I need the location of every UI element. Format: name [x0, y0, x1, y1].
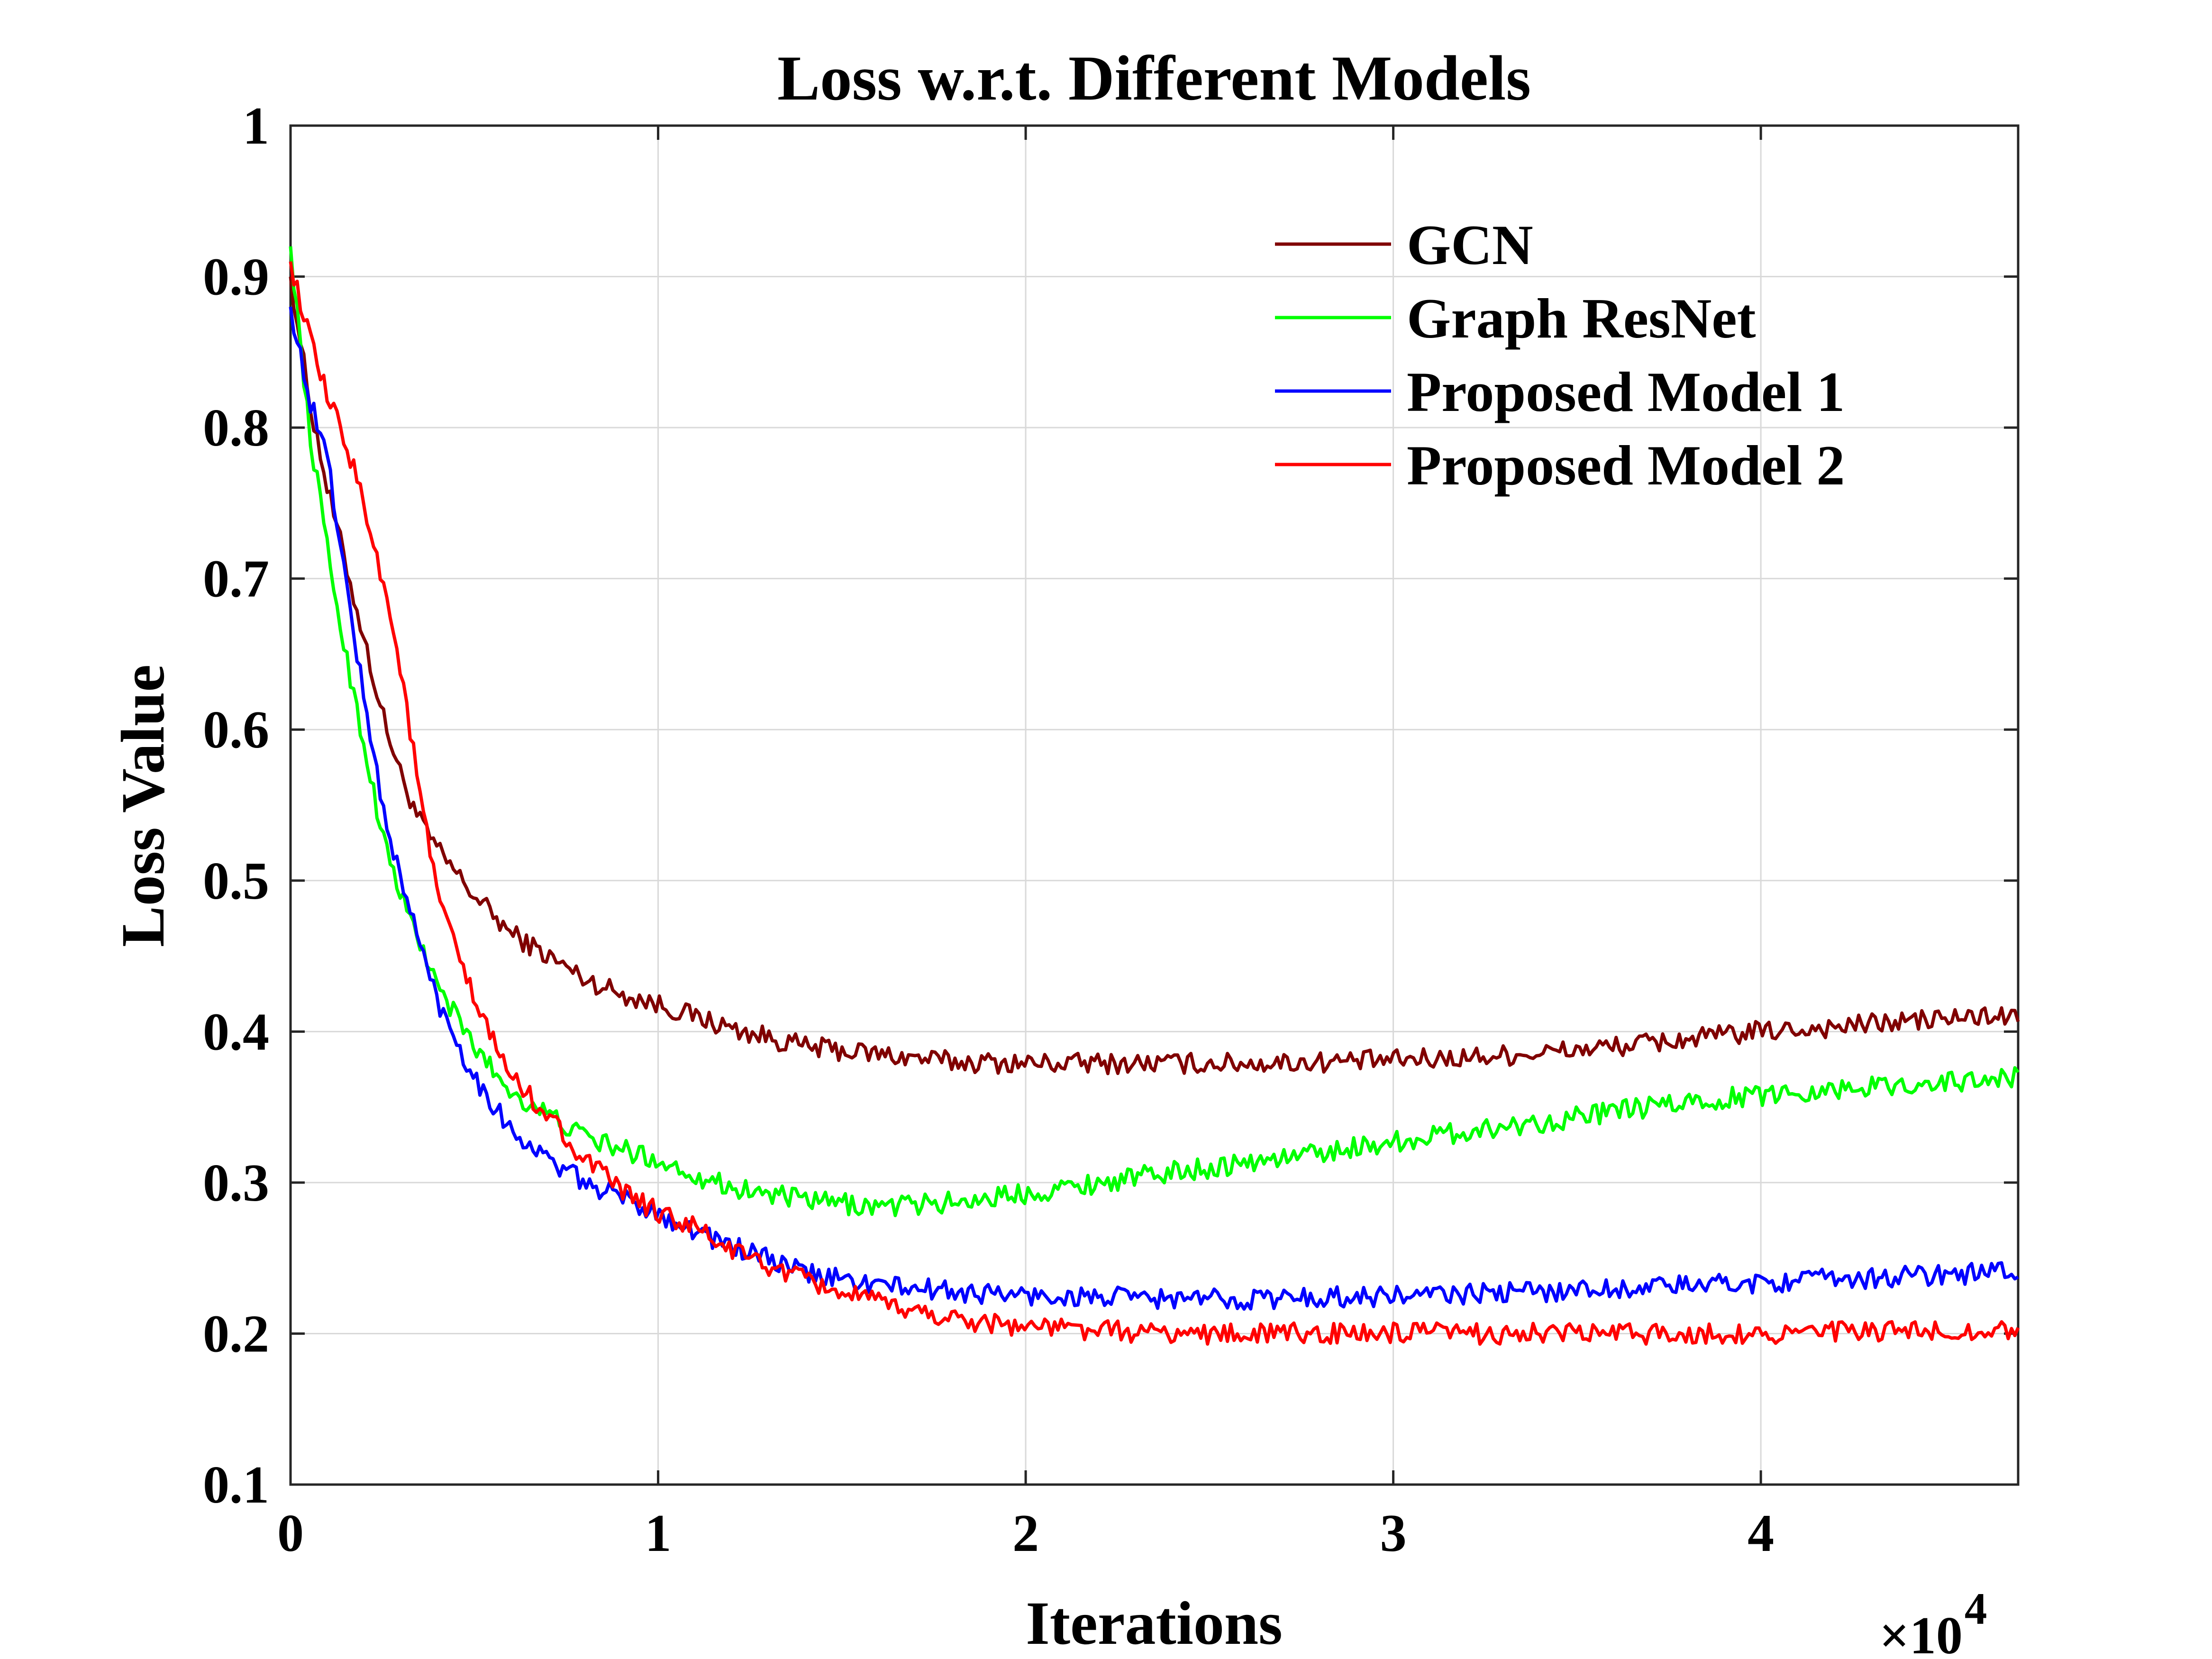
x-exponent-power: 4 — [1965, 1584, 1987, 1634]
legend: GCN Graph ResNet Proposed Model 1 Proposed … — [1275, 213, 1845, 497]
x-tick-label: 2 — [1012, 1504, 1039, 1563]
y-axis-label: Loss Value — [109, 665, 177, 947]
x-tick-labels: 0 1 2 3 4 — [277, 1504, 1774, 1563]
y-tick-label: 0.2 — [203, 1304, 269, 1363]
x-tick-label: 3 — [1380, 1504, 1407, 1563]
legend-label-gcn: GCN — [1407, 213, 1533, 276]
legend-label-proposed-model-2: Proposed Model 2 — [1407, 434, 1845, 497]
y-tick-label: 0.8 — [203, 399, 269, 457]
legend-label-graph-resnet: Graph ResNet — [1407, 287, 1756, 350]
y-tick-label: 0.3 — [203, 1154, 269, 1212]
plot-frame — [289, 124, 2020, 1486]
y-tick-label: 1 — [243, 97, 269, 155]
grid — [290, 125, 2018, 1486]
y-tick-label: 0.6 — [203, 701, 269, 759]
series-line-gcn — [289, 276, 2020, 1076]
x-tick-label: 0 — [277, 1504, 304, 1563]
chart-title: Loss w.r.t. Different Models — [777, 43, 1531, 114]
x-exponent-base: ×10 — [1879, 1606, 1963, 1659]
y-tick-label: 0.1 — [203, 1456, 269, 1514]
tick-marks — [289, 124, 2018, 1486]
y-tick-label: 0.4 — [203, 1003, 269, 1061]
y-tick-label: 0.7 — [203, 550, 269, 609]
series-line-graph-resnet — [289, 246, 2020, 1217]
y-tick-label: 0.5 — [203, 852, 269, 911]
y-tick-labels: 0.1 0.2 0.3 0.4 0.5 0.6 0.7 0.8 0.9 1 — [203, 97, 269, 1514]
series-group — [289, 246, 2020, 1346]
y-tick-label: 0.9 — [203, 248, 269, 307]
series-line-proposed-model-1 — [289, 306, 2019, 1311]
legend-label-proposed-model-1: Proposed Model 1 — [1407, 360, 1845, 423]
x-tick-label: 4 — [1748, 1504, 1774, 1563]
series-line-proposed-model-2 — [289, 261, 2020, 1346]
x-tick-label: 1 — [645, 1504, 672, 1563]
x-axis-label: Iterations — [1026, 1589, 1283, 1658]
x-exponent-label: ×10 4 — [1879, 1584, 1987, 1659]
